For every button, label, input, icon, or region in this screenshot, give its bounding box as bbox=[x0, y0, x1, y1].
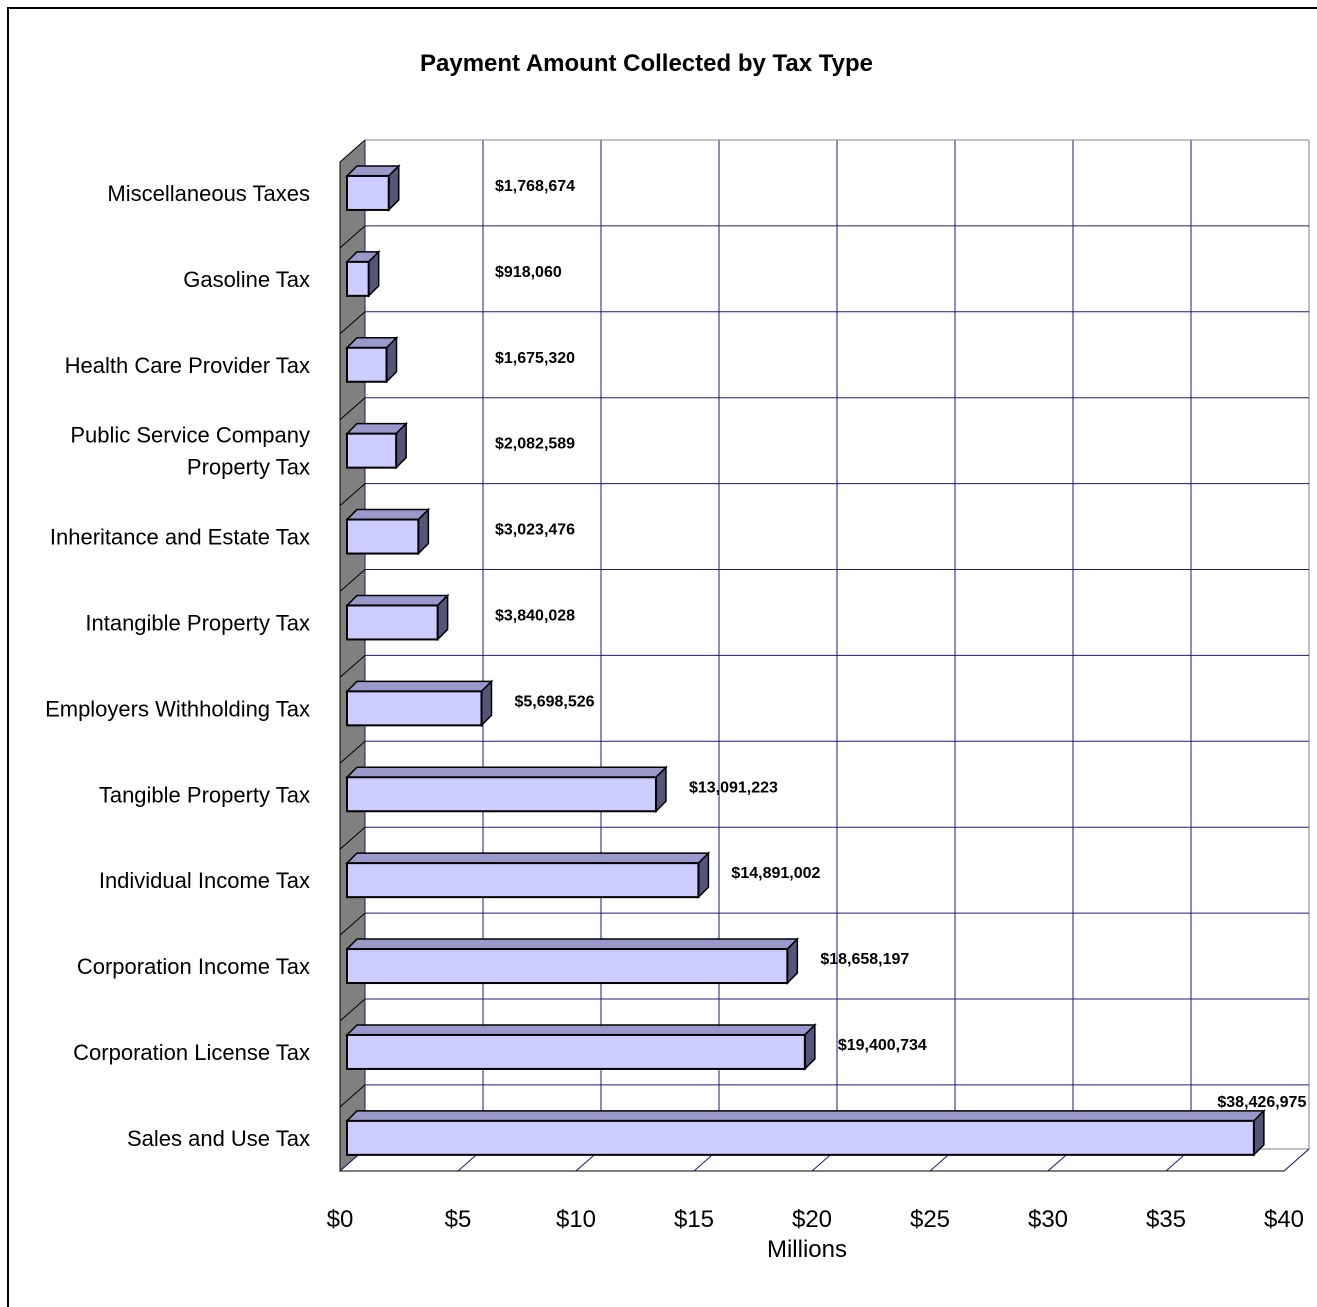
category-label: Individual Income Tax bbox=[99, 868, 310, 893]
category-label: Public Service Company bbox=[70, 423, 310, 448]
category-label: Health Care Provider Tax bbox=[65, 353, 310, 378]
bar bbox=[346, 518, 420, 555]
x-tick-label: $5 bbox=[445, 1206, 472, 1233]
bar bbox=[346, 174, 390, 211]
wall-gridline bbox=[339, 311, 366, 335]
bar-top bbox=[345, 766, 668, 778]
bar-top bbox=[345, 680, 494, 693]
wall-gridline bbox=[339, 225, 366, 249]
wall-gridline bbox=[339, 826, 366, 850]
value-label: $2,082,589 bbox=[495, 436, 575, 453]
category-label: Corporation Income Tax bbox=[77, 954, 310, 979]
bar bbox=[346, 604, 439, 641]
wall-gridline bbox=[339, 1084, 366, 1108]
category-label: Property Tax bbox=[187, 455, 310, 480]
floor-gridline bbox=[1283, 1148, 1310, 1172]
bar bbox=[346, 862, 700, 899]
bar-top bbox=[345, 938, 800, 950]
chart-title: Payment Amount Collected by Tax Type bbox=[420, 50, 873, 77]
x-tick-label: $30 bbox=[1028, 1206, 1068, 1233]
x-tick-label: $20 bbox=[792, 1206, 832, 1233]
category-label: Inheritance and Estate Tax bbox=[50, 525, 310, 550]
category-label: Tangible Property Tax bbox=[99, 782, 310, 807]
value-label: $918,060 bbox=[495, 264, 562, 281]
bar bbox=[346, 432, 398, 469]
wall-gridline bbox=[339, 655, 366, 678]
value-label: $14,891,002 bbox=[731, 865, 820, 882]
x-tick-label: $35 bbox=[1146, 1206, 1186, 1233]
wall-gridline bbox=[339, 998, 366, 1022]
bar bbox=[346, 260, 370, 297]
x-tick-label: $10 bbox=[556, 1206, 596, 1233]
x-tick-label: $40 bbox=[1264, 1206, 1304, 1233]
bar bbox=[346, 948, 789, 985]
wall-gridline bbox=[339, 740, 366, 764]
x-tick-label: $25 bbox=[910, 1206, 950, 1233]
bar-top bbox=[345, 508, 431, 521]
category-label: Gasoline Tax bbox=[183, 267, 310, 292]
bar-top bbox=[345, 852, 711, 864]
value-label: $1,768,674 bbox=[495, 178, 575, 195]
value-label: $1,675,320 bbox=[495, 350, 575, 367]
x-axis-title: Millions bbox=[767, 1236, 847, 1263]
category-label: Employers Withholding Tax bbox=[45, 696, 310, 721]
wall-gridline bbox=[339, 569, 366, 592]
value-label: $3,840,028 bbox=[495, 607, 575, 624]
bar bbox=[346, 690, 483, 727]
bar-top bbox=[345, 594, 450, 607]
value-label: $19,400,734 bbox=[838, 1037, 927, 1054]
bar bbox=[346, 346, 388, 383]
bar-top bbox=[345, 1024, 817, 1036]
category-label: Intangible Property Tax bbox=[85, 610, 310, 635]
bar bbox=[346, 776, 657, 813]
value-label: $38,426,975 bbox=[1217, 1094, 1306, 1111]
bar-top bbox=[345, 1110, 1266, 1122]
wall-gridline bbox=[339, 912, 366, 936]
value-label: $3,023,476 bbox=[495, 522, 575, 539]
value-label: $18,658,197 bbox=[820, 951, 909, 968]
chart-frame bbox=[7, 7, 1317, 1307]
wall-gridline bbox=[339, 397, 366, 421]
wall-gridline bbox=[339, 483, 366, 506]
category-label: Miscellaneous Taxes bbox=[107, 181, 310, 206]
category-label: Sales and Use Tax bbox=[127, 1126, 310, 1151]
category-label: Corporation License Tax bbox=[73, 1040, 310, 1065]
value-label: $13,091,223 bbox=[689, 779, 778, 796]
x-tick-label: $15 bbox=[674, 1206, 714, 1233]
value-label: $5,698,526 bbox=[514, 693, 594, 710]
bar bbox=[346, 1119, 1255, 1156]
bar bbox=[346, 1033, 806, 1070]
x-tick-label: $0 bbox=[327, 1206, 354, 1233]
